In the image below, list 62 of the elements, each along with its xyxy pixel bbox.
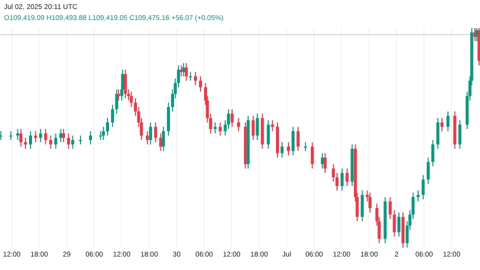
candlestick <box>214 122 217 134</box>
candlestick <box>130 91 133 108</box>
candlestick <box>436 118 440 150</box>
candlestick <box>218 122 222 136</box>
candlestick <box>360 190 364 222</box>
candlestick <box>44 128 48 145</box>
candlestick <box>397 212 400 238</box>
candlestick <box>19 128 22 148</box>
candlestick <box>256 113 259 140</box>
candlestick <box>270 120 274 132</box>
candlestick <box>0 130 2 140</box>
candlestick <box>440 118 444 132</box>
candlestick <box>78 135 82 145</box>
candlestick <box>184 62 188 82</box>
candlestick <box>34 130 38 143</box>
candlestick <box>446 110 450 132</box>
candlestick <box>71 135 74 150</box>
candlestick <box>280 142 284 158</box>
candlestick <box>149 122 152 145</box>
candlestick <box>29 130 32 150</box>
candlestick <box>416 190 420 202</box>
candlestick <box>99 130 102 140</box>
candlestick <box>426 157 430 184</box>
candlestick <box>199 76 202 92</box>
candlestick <box>182 62 186 77</box>
candlestick <box>431 139 434 167</box>
candlestick <box>67 132 70 150</box>
candlestick <box>89 130 92 145</box>
candlestick <box>304 142 307 152</box>
candlestick <box>111 104 114 128</box>
candlestick <box>237 118 240 132</box>
candlestick <box>324 152 327 174</box>
candlestick <box>124 69 127 99</box>
candlestick <box>102 126 105 140</box>
candlestick <box>106 118 110 136</box>
candlestick <box>154 122 158 143</box>
candlestick <box>54 132 58 150</box>
candlestick <box>266 120 270 150</box>
candlestick <box>296 126 300 152</box>
candlestick <box>458 120 462 150</box>
candlestick <box>252 115 255 140</box>
candlestick <box>9 130 12 140</box>
candlestick <box>286 142 290 156</box>
candlestick <box>310 142 314 170</box>
candlestick <box>24 137 28 150</box>
candlestick <box>422 174 425 200</box>
candlestick <box>340 168 344 192</box>
candlestick <box>159 132 162 152</box>
candlestick <box>368 192 372 213</box>
candlestick <box>392 210 396 238</box>
candlestick <box>146 130 149 145</box>
candlestick <box>49 135 52 150</box>
candlestick <box>16 128 20 140</box>
candlestick <box>346 168 349 187</box>
candlestick <box>39 128 42 143</box>
candlestick <box>194 71 197 86</box>
candlestick <box>230 108 234 128</box>
candlestick <box>162 126 165 152</box>
candlestick <box>292 126 295 156</box>
candlestick <box>388 196 392 220</box>
candlestick <box>62 128 66 143</box>
candlestick <box>117 88 120 101</box>
